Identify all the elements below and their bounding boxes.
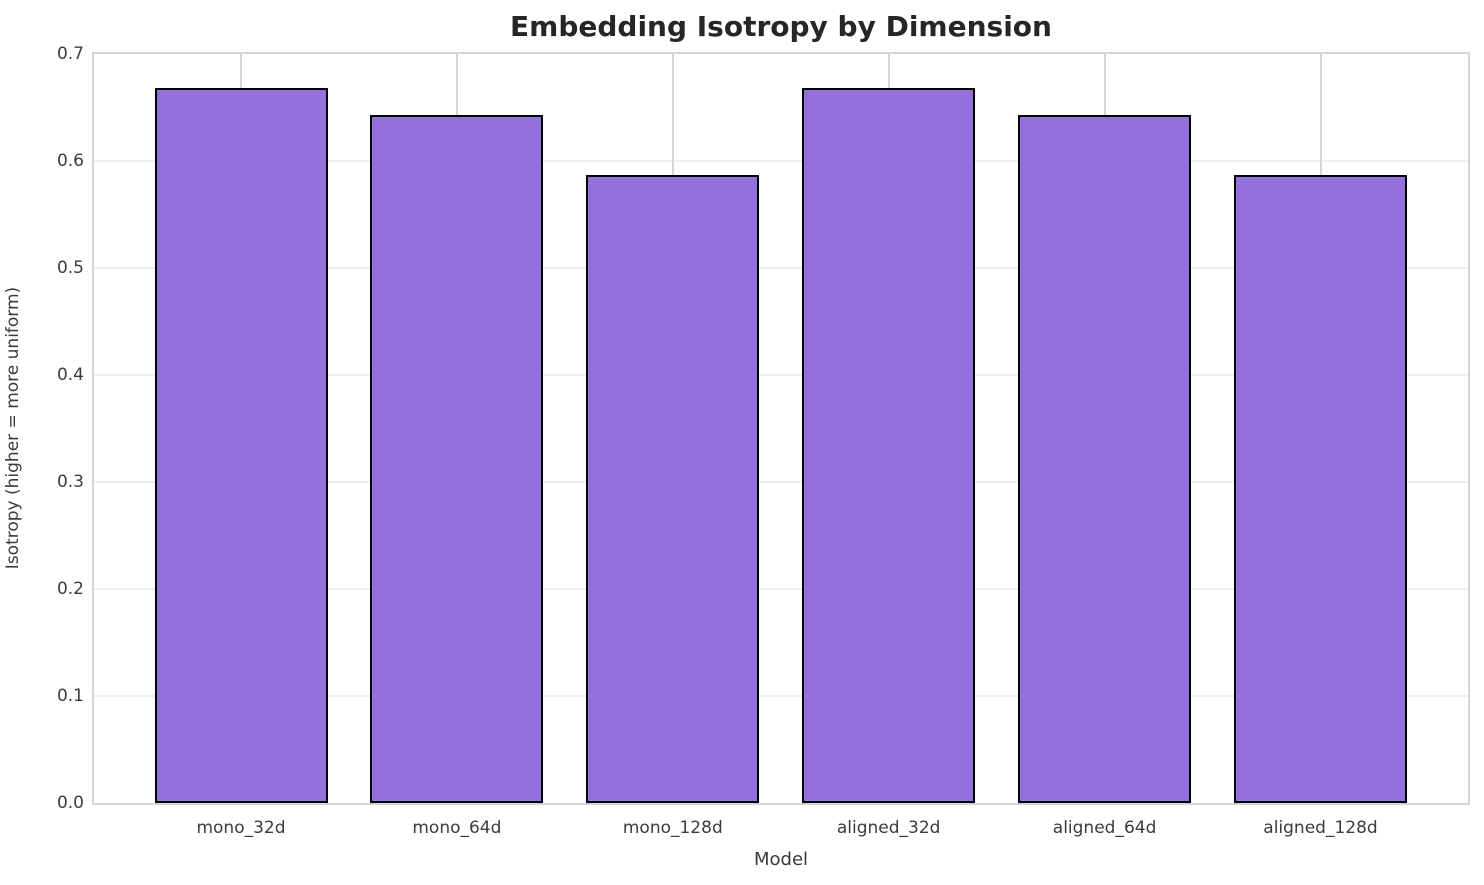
h-gridline [94, 267, 1468, 269]
x-tick-label: mono_64d [412, 818, 502, 838]
bar-aligned_32d [802, 88, 976, 803]
y-tick-label: 0.5 [56, 258, 84, 278]
chart-title: Embedding Isotropy by Dimension [510, 10, 1052, 43]
x-tick-label: aligned_128d [1263, 818, 1378, 838]
h-gridline [94, 374, 1468, 376]
y-tick-label: 0.1 [56, 686, 84, 706]
bar-mono_32d [154, 88, 328, 803]
h-gridline [94, 588, 1468, 590]
bar-mono_64d [370, 115, 544, 803]
y-tick-label: 0.0 [56, 793, 84, 813]
h-gridline [94, 160, 1468, 162]
x-tick-label: mono_32d [196, 818, 286, 838]
y-axis-label-text: Isotropy (higher = more uniform) [3, 286, 23, 570]
y-tick-label: 0.4 [56, 365, 84, 385]
y-tick-label: 0.6 [56, 151, 84, 171]
y-tick-label: 0.2 [56, 579, 84, 599]
bar-aligned_64d [1018, 115, 1192, 803]
x-tick-label: mono_128d [622, 818, 723, 838]
bar-aligned_128d [1234, 174, 1407, 803]
h-gridline [94, 481, 1468, 483]
x-tick-label: aligned_32d [836, 818, 941, 838]
bar-mono_128d [586, 174, 760, 803]
y-tick-label: 0.7 [56, 44, 84, 64]
x-tick-label: aligned_64d [1052, 818, 1157, 838]
y-tick-label: 0.3 [56, 472, 84, 492]
h-gridline [94, 695, 1468, 697]
plot-area [92, 52, 1470, 805]
x-axis-label: Model [753, 849, 809, 870]
